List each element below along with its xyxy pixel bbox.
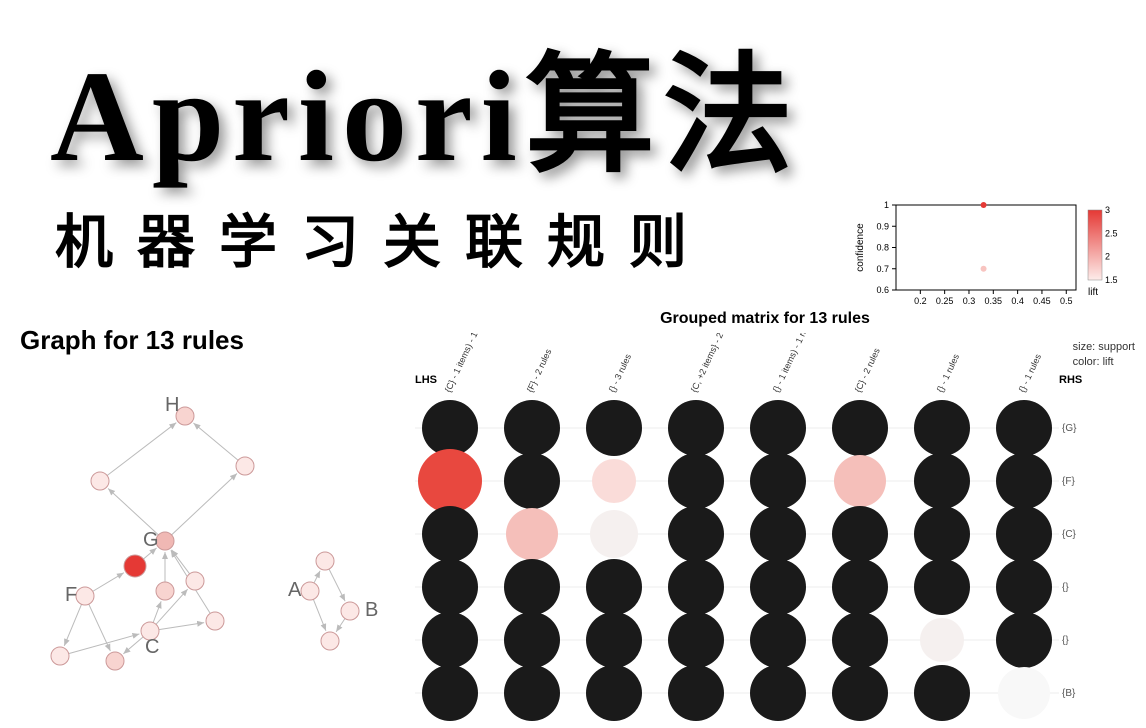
svg-text:lift: lift	[1088, 287, 1098, 298]
network-graph: Graph for 13 rules H G F C A B	[20, 325, 380, 705]
svg-text:{G}: {G}	[1062, 423, 1077, 434]
legend-color: color: lift	[1073, 355, 1135, 370]
svg-text:F: F	[65, 584, 77, 606]
svg-text:B: B	[365, 599, 378, 621]
svg-text:0.4: 0.4	[1011, 296, 1024, 306]
svg-text:{F}: {F}	[1062, 476, 1075, 487]
svg-text:{C} - 1 items) - 1 rules: {C} - 1 items) - 1 rules	[443, 333, 489, 394]
svg-text:0.25: 0.25	[936, 296, 954, 306]
matrix-legend: size: support color: lift	[1073, 340, 1135, 371]
svg-text:0.6: 0.6	[876, 285, 889, 295]
svg-text:{} - 1 rules: {} - 1 rules	[1017, 352, 1044, 394]
svg-text:C: C	[145, 636, 159, 658]
svg-text:0.8: 0.8	[876, 243, 889, 253]
svg-text:0.3: 0.3	[963, 296, 976, 306]
matrix-title: Grouped matrix for 13 rules	[390, 310, 1140, 328]
main-title: Apriori算法	[50, 10, 801, 198]
svg-text:{C} - 2 rules: {C} - 2 rules	[853, 346, 882, 394]
svg-text:0.7: 0.7	[876, 264, 889, 274]
svg-text:H: H	[165, 394, 179, 416]
svg-text:{C, +2 items} - 2 rules: {C, +2 items} - 2 rules	[689, 333, 735, 394]
svg-text:G: G	[143, 529, 159, 551]
svg-text:{C}: {C}	[1062, 529, 1077, 540]
legend-size: size: support	[1073, 340, 1135, 355]
svg-text:1.5: 1.5	[1105, 275, 1118, 285]
svg-text:A: A	[288, 579, 302, 601]
svg-text:2.5: 2.5	[1105, 228, 1118, 238]
svg-text:3: 3	[1105, 205, 1110, 215]
svg-text:{}: {}	[1062, 635, 1069, 646]
subtitle: 机器学习关联规则	[55, 195, 711, 279]
confidence-scatter-chart: 0.6 0.7 0.8 0.9 1 confidence 0.2 0.25 0.3 0.35 0.4…	[851, 195, 1131, 315]
svg-text:1: 1	[884, 200, 889, 210]
svg-text:2: 2	[1105, 252, 1110, 262]
svg-text:{F} - 2 rules: {F} - 2 rules	[525, 347, 554, 394]
svg-text:{}: {}	[1062, 582, 1069, 593]
svg-text:0.5: 0.5	[1060, 296, 1073, 306]
svg-text:0.45: 0.45	[1033, 296, 1051, 306]
svg-text:0.35: 0.35	[985, 296, 1003, 306]
graph-title: Graph for 13 rules	[20, 325, 380, 356]
svg-text:{} - 3 rules: {} - 3 rules	[607, 352, 634, 394]
svg-text:LHS: LHS	[415, 374, 437, 386]
svg-text:RHS: RHS	[1059, 374, 1082, 386]
grouped-matrix-chart: Grouped matrix for 13 rules size: suppor…	[390, 310, 1140, 710]
svg-text:{} - 1 rules: {} - 1 rules	[935, 352, 962, 394]
svg-text:0.9: 0.9	[876, 221, 889, 231]
svg-text:{} - 1 items) - 1 rules: {} - 1 items) - 1 rules	[771, 333, 815, 394]
svg-text:{B}: {B}	[1062, 688, 1076, 699]
svg-text:0.2: 0.2	[914, 296, 927, 306]
svg-text:confidence: confidence	[855, 223, 866, 272]
